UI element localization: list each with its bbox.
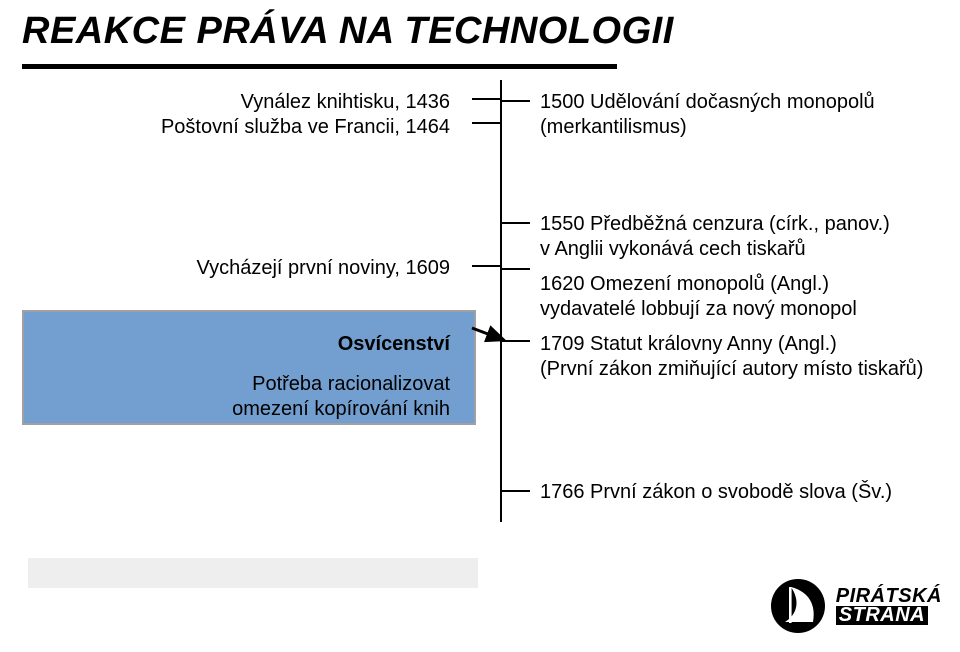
left-event: Vynález knihtisku, 1436 Poštovní služba … xyxy=(161,90,450,140)
timeline-axis xyxy=(500,80,502,522)
party-logo: PIRÁTSKÁ STRANA xyxy=(770,578,942,634)
right-tick xyxy=(502,490,530,492)
highlight-arrow xyxy=(470,324,520,364)
right-event-line: vydavatelé lobbují za nový monopol xyxy=(540,297,945,322)
right-tick xyxy=(502,222,530,224)
right-event-line: v Anglii vykonává cech tiskařů xyxy=(540,237,945,262)
right-event-line: 1709 Statut královny Anny (Angl.) xyxy=(540,332,945,357)
left-tick xyxy=(472,98,500,100)
right-event: 1766 První zákon o svobodě slova (Šv.) xyxy=(540,480,945,505)
right-event-line: 1550 Předběžná cenzura (círk., panov.) xyxy=(540,212,945,237)
slide-title: REAKCE PRÁVA NA TECHNOLOGII xyxy=(22,10,674,53)
left-event-osvicenstvi: Osvícenství xyxy=(338,332,450,357)
left-tick xyxy=(472,122,500,124)
left-event-line: Osvícenství xyxy=(338,332,450,357)
right-event-line: 1500 Udělování dočasných monopolů xyxy=(540,90,945,115)
logo-text: PIRÁTSKÁ STRANA xyxy=(836,587,942,625)
logo-line2: STRANA xyxy=(836,606,928,625)
left-event-line: Poštovní služba ve Francii, 1464 xyxy=(161,115,450,140)
right-event-line: (merkantilismus) xyxy=(540,115,945,140)
right-event: 1709 Statut královny Anny (Angl.) (První… xyxy=(540,332,945,382)
left-event-line: omezení kopírování knih xyxy=(232,397,450,422)
right-event-line: (První zákon zmiňující autory místo tisk… xyxy=(540,357,945,382)
right-event: 1500 Udělování dočasných monopolů (merka… xyxy=(540,90,945,140)
right-tick xyxy=(502,100,530,102)
left-tick xyxy=(472,265,500,267)
slide: REAKCE PRÁVA NA TECHNOLOGII Vynález knih… xyxy=(0,0,960,652)
left-event: Potřeba racionalizovat omezení kopírován… xyxy=(232,372,450,422)
right-event: 1620 Omezení monopolů (Angl.) vydavatelé… xyxy=(540,272,945,322)
title-underline xyxy=(22,64,617,69)
left-event: Vycházejí první noviny, 1609 xyxy=(197,256,450,281)
left-event-line: Vynález knihtisku, 1436 xyxy=(161,90,450,115)
pirate-sail-icon xyxy=(770,578,826,634)
left-event-line: Potřeba racionalizovat xyxy=(232,372,450,397)
right-event: 1550 Předběžná cenzura (círk., panov.) v… xyxy=(540,212,945,262)
right-event-line: 1620 Omezení monopolů (Angl.) xyxy=(540,272,945,297)
right-tick xyxy=(502,268,530,270)
left-event-line: Vycházejí první noviny, 1609 xyxy=(197,256,450,281)
decorative-bar xyxy=(28,558,478,588)
right-event-line: 1766 První zákon o svobodě slova (Šv.) xyxy=(540,480,945,505)
